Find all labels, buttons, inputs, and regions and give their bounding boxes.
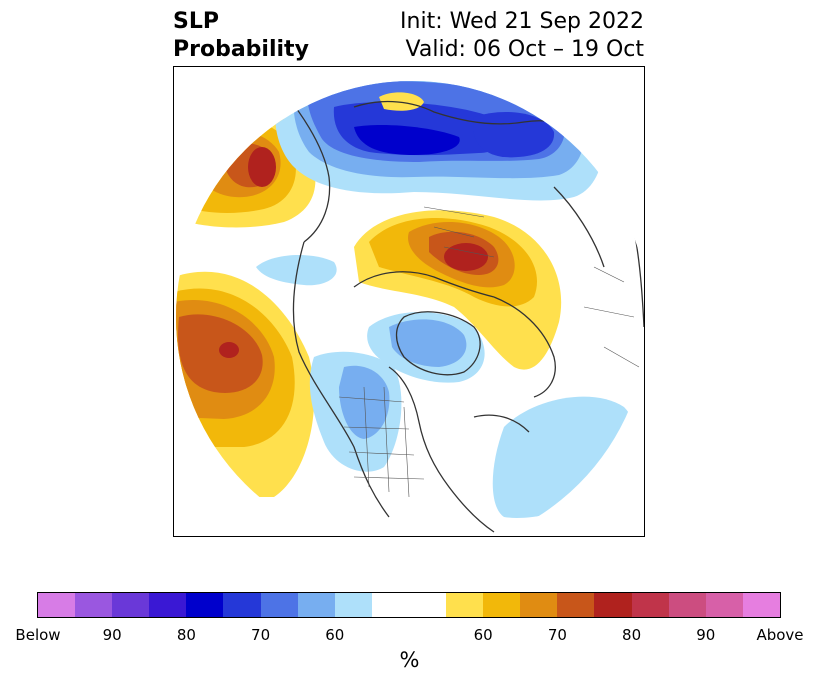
colorbar xyxy=(37,592,781,618)
colorbar-segment xyxy=(483,593,521,617)
colorbar-tick-label: 90 xyxy=(696,626,716,644)
map-dates: Init: Wed 21 Sep 2022 Valid: 06 Oct – 19… xyxy=(400,8,644,64)
colorbar-tick-label: Above xyxy=(756,626,804,644)
probability-map xyxy=(176,81,644,536)
colorbar-segment xyxy=(557,593,595,617)
colorbar-segment xyxy=(75,593,113,617)
borders xyxy=(338,206,640,498)
colorbar-segment xyxy=(186,593,224,617)
colorbar-segment xyxy=(334,593,372,617)
colorbar-segment xyxy=(742,593,780,617)
colorbar-tick-label: 70 xyxy=(251,626,271,644)
colorbar-tick-label: 60 xyxy=(325,626,345,644)
colorbar-segment xyxy=(260,593,298,617)
title-variable: SLP xyxy=(173,9,219,34)
colorbar-tick-label: 70 xyxy=(547,626,567,644)
colorbar-tick-label: 90 xyxy=(102,626,122,644)
colorbar-segment xyxy=(594,593,632,617)
colorbar-segment xyxy=(112,593,150,617)
colorbar-tick-label: Below xyxy=(15,626,61,644)
coastlines xyxy=(283,91,644,533)
valid-range: Valid: 06 Oct – 19 Oct xyxy=(405,37,644,62)
colorbar-segment xyxy=(223,593,261,617)
init-date: Init: Wed 21 Sep 2022 xyxy=(400,9,644,34)
colorbar-unit-label: % xyxy=(399,648,420,672)
colorbar-segment xyxy=(631,593,669,617)
colorbar-segment xyxy=(371,593,447,617)
colorbar-tick-label: 60 xyxy=(473,626,493,644)
colorbar-tick-labels: Below 90 80 70 60 60 70 80 90 Above xyxy=(0,626,819,646)
map-panel xyxy=(173,66,645,537)
map-title: SLP Probability xyxy=(173,8,309,64)
colorbar-tick-label: 80 xyxy=(176,626,196,644)
title-product: Probability xyxy=(173,37,309,62)
colorbar-tick-label: 80 xyxy=(622,626,642,644)
colorbar-segment xyxy=(149,593,187,617)
colorbar-segment xyxy=(297,593,335,617)
colorbar-segment xyxy=(38,593,76,617)
colorbar-segment xyxy=(668,593,706,617)
colorbar-segment xyxy=(446,593,484,617)
colorbar-segment xyxy=(520,593,558,617)
colorbar-segment xyxy=(705,593,743,617)
